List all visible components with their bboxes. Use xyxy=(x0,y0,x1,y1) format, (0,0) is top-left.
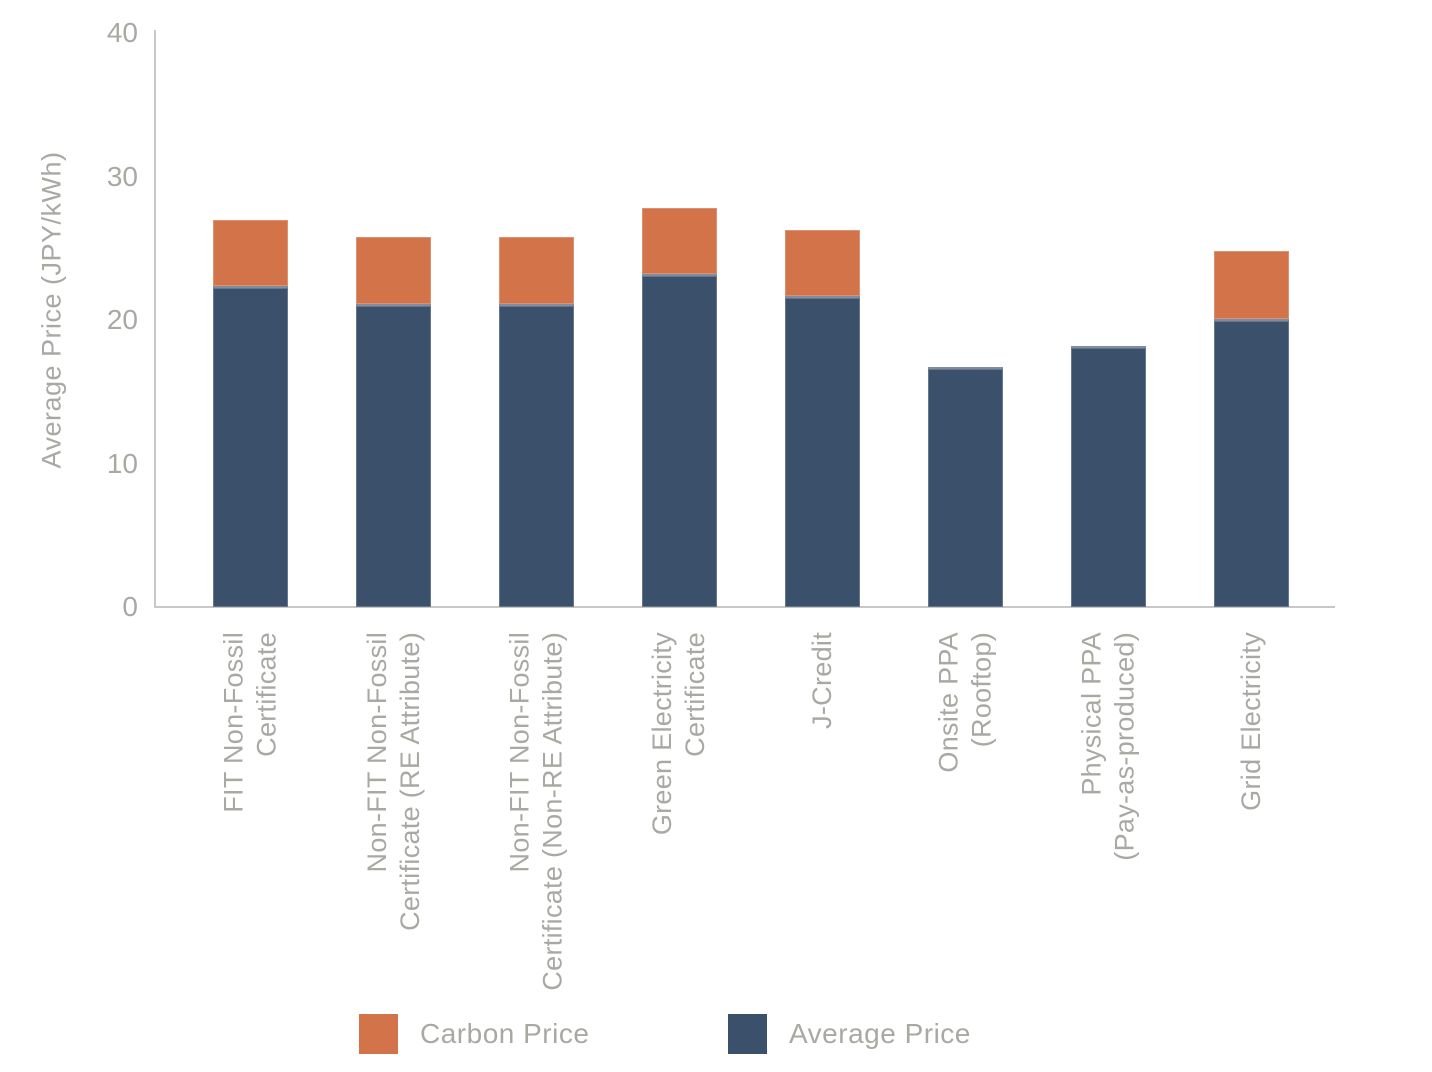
x-tick-label-text: Non-FIT Non-Fossil Certificate (Non-RE At… xyxy=(504,632,570,991)
y-tick-label: 0 xyxy=(122,591,138,622)
x-tick-label-text: Onsite PPA (Rooftop) xyxy=(933,632,999,773)
bar-average-price xyxy=(642,274,717,607)
bar-carbon-price xyxy=(499,236,574,305)
bar-average-price xyxy=(928,367,1003,607)
bar-carbon-price xyxy=(213,219,288,286)
x-tick-label-text: Physical PPA (Pay-as-produced) xyxy=(1076,632,1142,861)
y-axis-line xyxy=(154,30,156,607)
x-tick-label-line: Certificate (RE Attribute) xyxy=(394,632,425,931)
x-tick-label-line: Physical PPA xyxy=(1076,632,1107,796)
x-tick-label-line: FIT Non-Fossil xyxy=(218,632,249,813)
y-tick-label: 20 xyxy=(106,304,138,335)
y-tick-label: 10 xyxy=(106,447,138,479)
legend-swatch-carbon-price xyxy=(359,1014,398,1054)
x-tick-label-line: Certificate (Non-RE Attribute) xyxy=(537,632,568,991)
bar-carbon-price xyxy=(1214,251,1289,319)
x-tick-label-text: Green Electricity Certificate xyxy=(647,632,713,835)
x-tick-label-text: Grid Electricity xyxy=(1235,632,1268,811)
y-tick-label: 40 xyxy=(106,17,138,48)
x-tick-label-text: FIT Non-Fossil Certificate xyxy=(218,632,284,813)
x-tick-label-line: (Pay-as-produced) xyxy=(1109,632,1140,861)
legend-swatch-average-price xyxy=(728,1014,767,1054)
bar-carbon-price xyxy=(785,229,860,296)
x-tick-label-line: Certificate xyxy=(251,632,282,757)
bar-carbon-price xyxy=(356,236,431,305)
x-tick-label-line: (Rooftop) xyxy=(966,632,997,748)
x-tick-label-line: Onsite PPA xyxy=(933,632,964,773)
y-tick-label: 30 xyxy=(106,160,138,192)
bar-average-price xyxy=(499,304,574,607)
legend-label: Average Price xyxy=(789,1018,971,1049)
bar-carbon-price xyxy=(642,208,717,275)
x-tick-label-line: Non-FIT Non-Fossil xyxy=(361,632,392,873)
x-tick-label-text: J-Credit xyxy=(806,632,839,729)
x-tick-label-line: Grid Electricity xyxy=(1236,632,1266,811)
x-tick-label-line: Green Electricity xyxy=(647,632,678,836)
bar-average-price xyxy=(1071,345,1146,607)
bar-average-price xyxy=(785,295,860,607)
x-tick-label-line: Certificate xyxy=(680,632,711,757)
x-tick-label-text: Non-FIT Non-Fossil Certificate (RE Attrib… xyxy=(361,632,427,931)
x-tick-label-line: Non-FIT Non-Fossil xyxy=(504,632,535,873)
x-tick-label-line: J-Credit xyxy=(807,632,837,729)
bar-average-price xyxy=(213,285,288,607)
x-axis-line xyxy=(154,606,1335,608)
legend-label: Carbon Price xyxy=(420,1018,590,1049)
bar-average-price xyxy=(1214,318,1289,607)
bar-average-price xyxy=(356,304,431,607)
